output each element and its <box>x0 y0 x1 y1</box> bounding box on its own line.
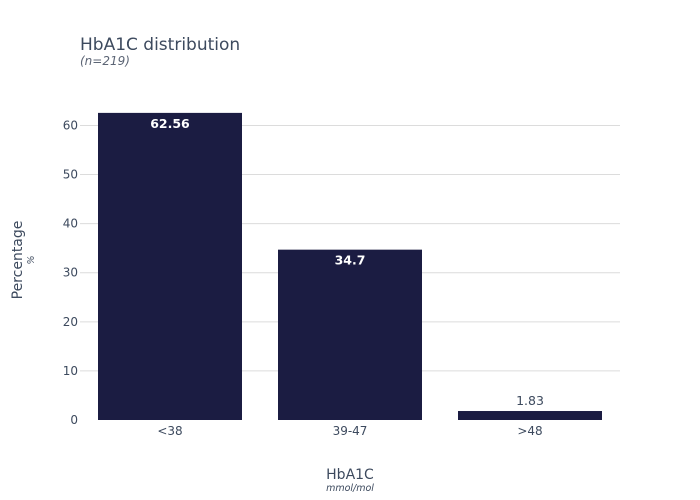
x-axis-ticks: <38 39-47 >48 <box>157 424 542 438</box>
chart-subtitle: (n=219) <box>80 54 130 68</box>
y-tick-label: 40 <box>63 217 78 231</box>
y-tick-label: 60 <box>63 118 78 132</box>
y-axis-unit: % <box>26 255 37 264</box>
bar <box>278 249 422 420</box>
y-tick-label: 0 <box>70 413 78 427</box>
bar <box>98 112 242 421</box>
x-tick-label: <38 <box>157 424 182 438</box>
x-tick-label: >48 <box>517 424 542 438</box>
bar-value-label: 34.7 <box>335 253 366 268</box>
y-tick-label: 20 <box>63 315 78 329</box>
x-axis-unit: mmol/mol <box>326 483 374 494</box>
bar <box>458 411 602 420</box>
x-axis-title: HbA1C <box>326 467 374 483</box>
y-tick-label: 10 <box>63 364 78 378</box>
bar-value-label: 1.83 <box>516 393 544 408</box>
x-tick-label: 39-47 <box>333 424 368 438</box>
y-axis-title: Percentage <box>10 221 26 300</box>
bar-value-label: 62.56 <box>150 116 190 131</box>
y-tick-label: 50 <box>63 168 78 182</box>
y-tick-label: 30 <box>63 266 78 280</box>
y-axis-ticks: 0 10 20 30 40 50 60 <box>63 118 78 427</box>
chart-title: HbA1C distribution <box>80 35 240 55</box>
bars <box>98 112 602 421</box>
bar-labels: 62.56 34.7 1.83 <box>150 116 544 408</box>
